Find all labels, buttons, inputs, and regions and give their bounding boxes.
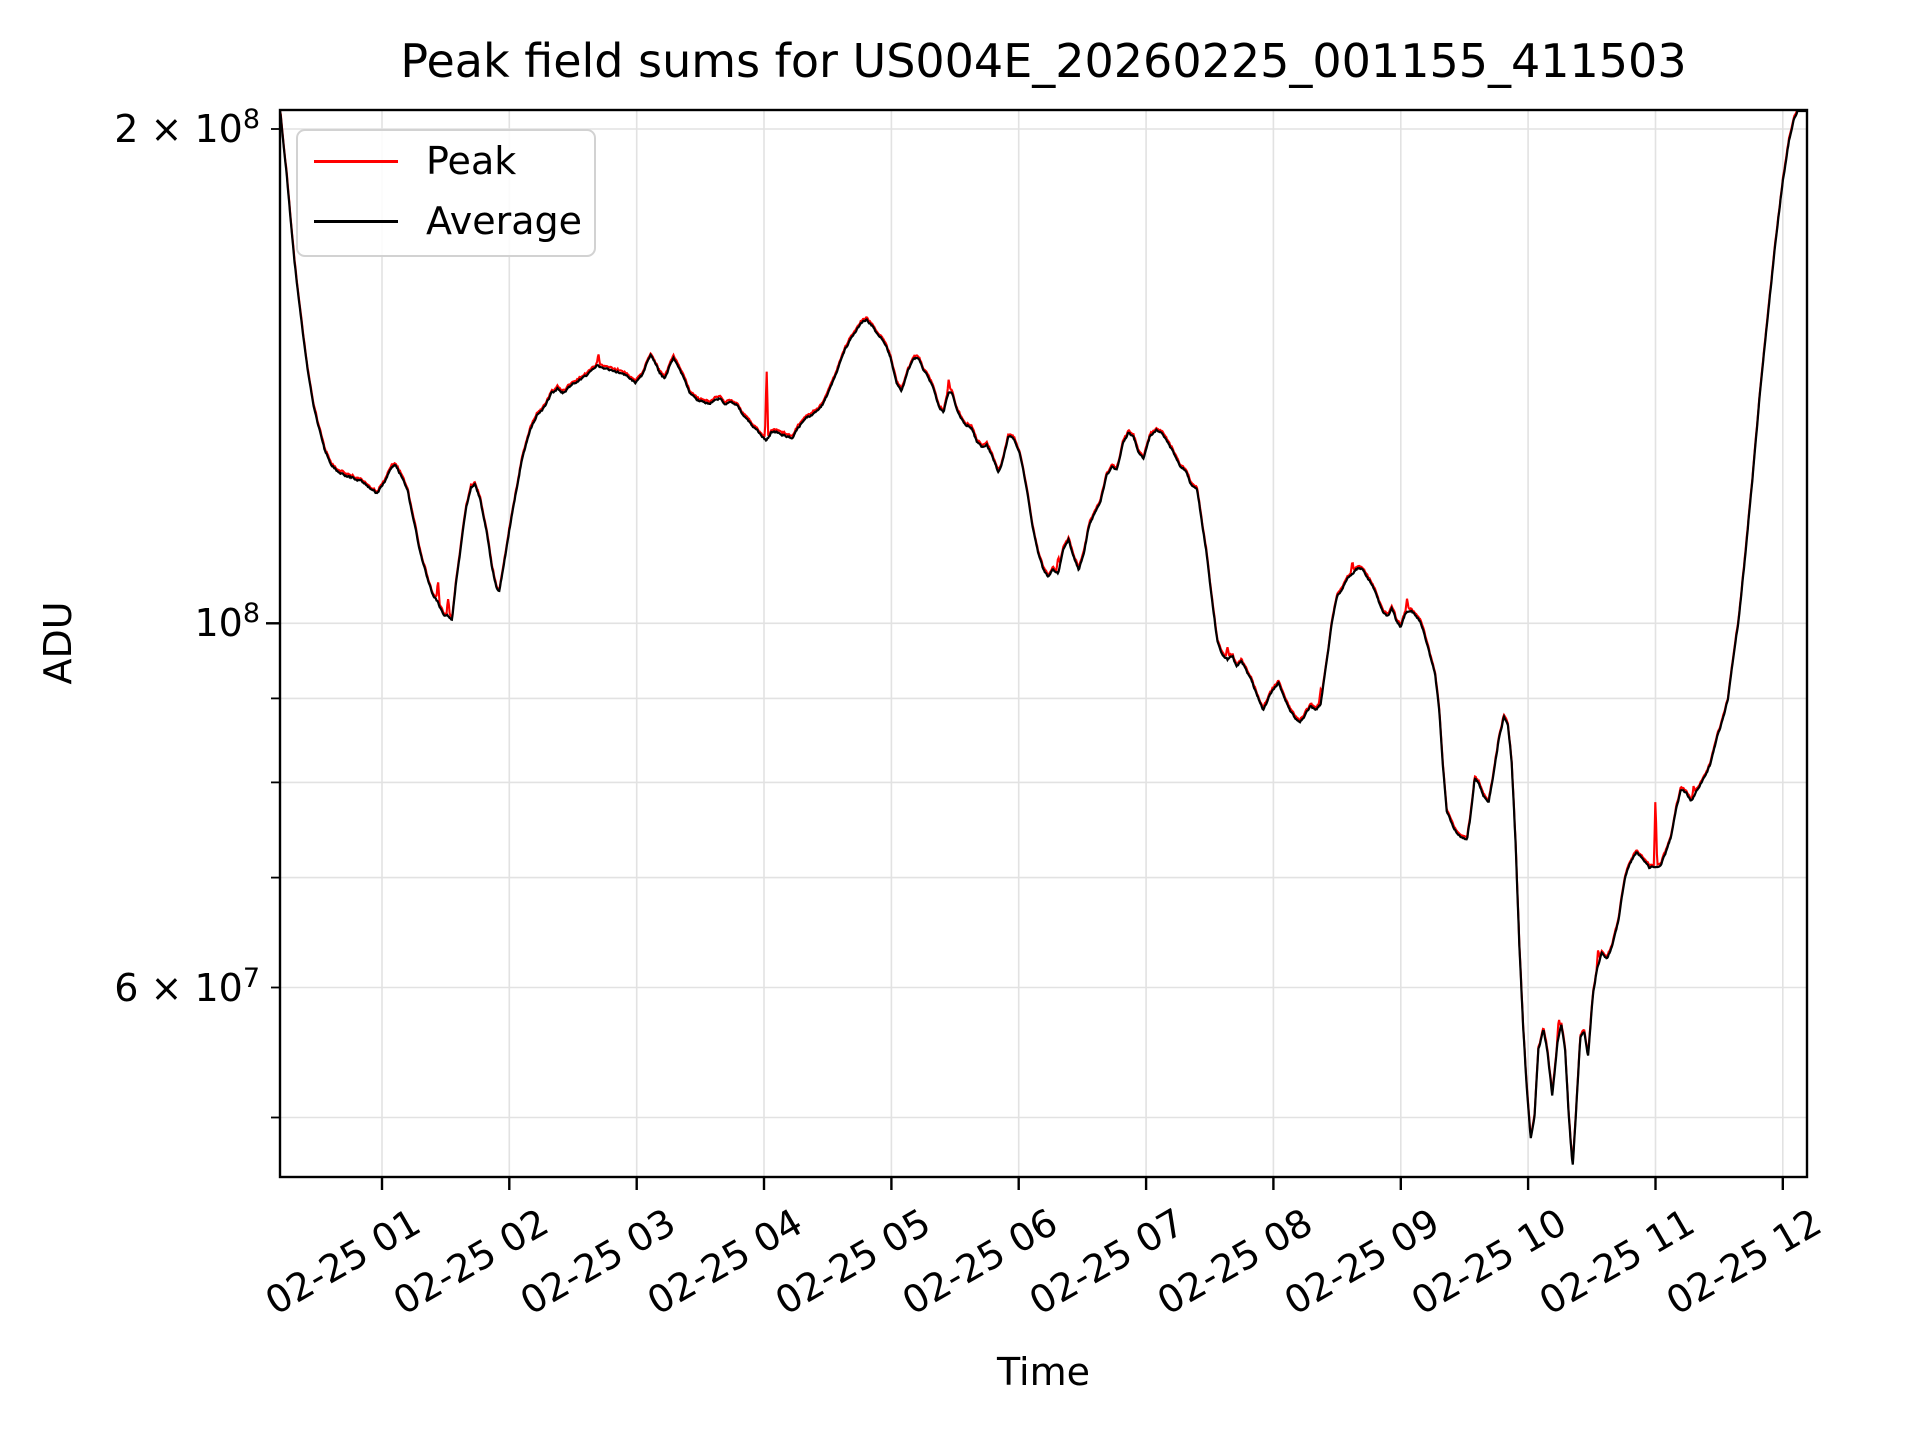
y-tick-label-exponent: 8 xyxy=(242,598,260,630)
y-tick-label-exponent: 7 xyxy=(242,962,260,994)
legend-peak-label: Peak xyxy=(426,139,517,183)
legend: Peak Average xyxy=(296,129,596,257)
y-tick-label-base: 2 × 10 xyxy=(114,106,243,151)
legend-average-label: Average xyxy=(426,199,583,243)
legend-average-line-sample xyxy=(314,219,398,223)
y-tick-label: 108 xyxy=(0,597,260,649)
legend-peak-line-sample xyxy=(314,159,398,163)
x-axis-label: Time xyxy=(997,1350,1090,1394)
y-tick-label-base: 6 × 10 xyxy=(114,965,243,1010)
legend-entry-peak: Peak xyxy=(298,131,594,191)
y-tick-label-base: 10 xyxy=(194,601,243,646)
y-tick-label: 6 × 107 xyxy=(0,962,260,1014)
average-line xyxy=(280,110,1807,1165)
y-tick-label: 2 × 108 xyxy=(0,103,260,155)
y-tick-label-exponent: 8 xyxy=(242,103,260,135)
legend-entry-average: Average xyxy=(298,191,594,251)
chart-title: Peak field sums for US004E_20260225_0011… xyxy=(400,34,1687,88)
axes-spines xyxy=(278,108,1809,1179)
